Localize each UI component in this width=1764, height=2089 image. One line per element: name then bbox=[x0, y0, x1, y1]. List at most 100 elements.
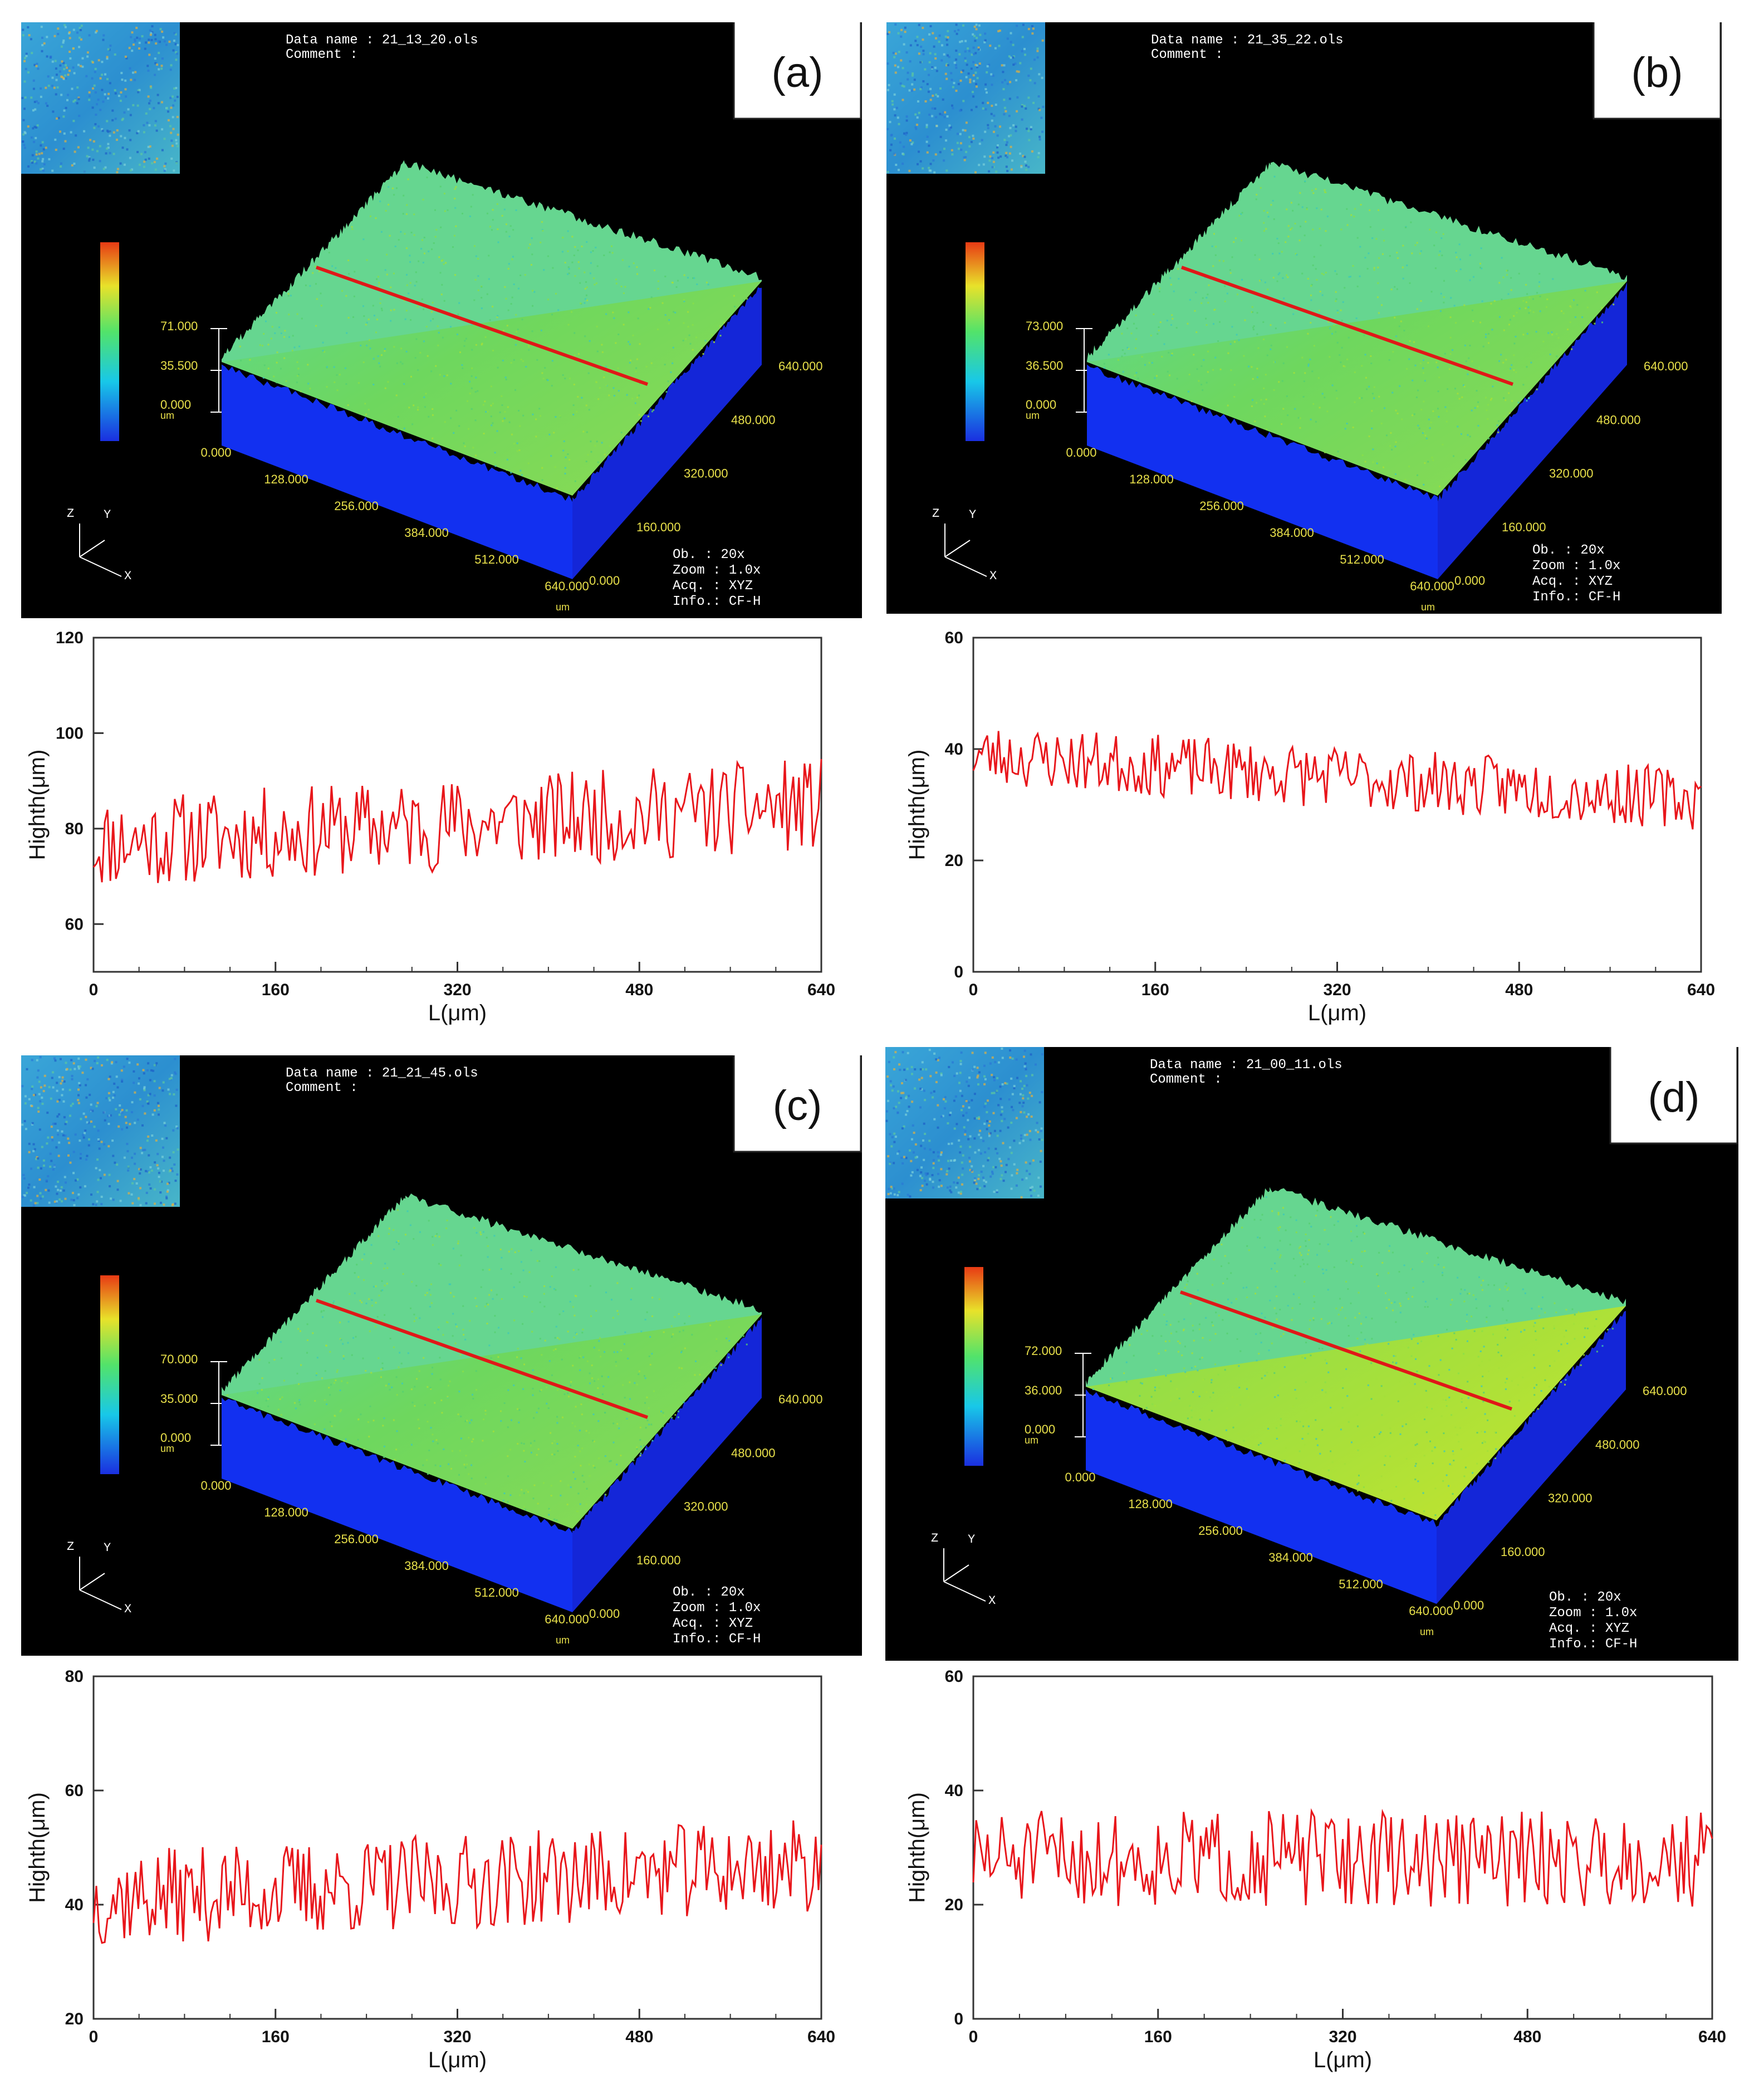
surface-speckle bbox=[1424, 1418, 1425, 1420]
surface-speckle bbox=[386, 1283, 388, 1285]
thumbnail-speckle bbox=[999, 1129, 1002, 1132]
surface-speckle bbox=[508, 421, 511, 423]
surface-speckle bbox=[1150, 1396, 1153, 1398]
thumbnail-speckle bbox=[1023, 48, 1026, 50]
x-tick-label: 640.000 bbox=[545, 579, 589, 593]
surface-speckle bbox=[1315, 1215, 1317, 1217]
surface-speckle bbox=[1368, 436, 1370, 437]
surface-speckle bbox=[365, 324, 367, 326]
surface-speckle bbox=[618, 334, 620, 335]
x-tick-label: 384.000 bbox=[1270, 526, 1314, 540]
thumbnail-speckle bbox=[40, 1167, 42, 1170]
y-tick-label: 160.000 bbox=[636, 520, 681, 534]
surface-speckle bbox=[1135, 371, 1138, 374]
surface-speckle bbox=[1446, 1329, 1448, 1331]
surface-speckle bbox=[1517, 402, 1520, 404]
surface-speckle bbox=[1202, 297, 1204, 299]
surface-speckle bbox=[363, 1448, 365, 1450]
surface-speckle bbox=[443, 263, 445, 265]
surface-speckle bbox=[1484, 336, 1487, 338]
thumbnail-speckle bbox=[997, 1104, 1000, 1107]
thumbnail-speckle bbox=[888, 84, 890, 86]
thumbnail-speckle bbox=[1011, 1057, 1014, 1060]
surface-speckle bbox=[549, 1509, 551, 1511]
thumbnail-speckle bbox=[948, 56, 950, 58]
thumbnail-speckle bbox=[106, 56, 109, 58]
surface-speckle bbox=[473, 1227, 476, 1229]
surface-speckle bbox=[603, 376, 605, 379]
thumbnail-speckle bbox=[1001, 1110, 1003, 1113]
surface-speckle bbox=[1547, 332, 1550, 334]
surface-speckle bbox=[1461, 396, 1463, 398]
surface-speckle bbox=[391, 187, 394, 189]
colorbar bbox=[966, 242, 984, 441]
surface-speckle bbox=[1505, 1283, 1507, 1284]
surface-speckle bbox=[1417, 424, 1419, 427]
profile-series-line bbox=[92, 1820, 822, 1944]
surface-speckle bbox=[1364, 1343, 1366, 1345]
surface-speckle bbox=[406, 1210, 409, 1212]
surface-speckle bbox=[675, 286, 678, 288]
surface-speckle bbox=[1360, 1323, 1362, 1325]
thumbnail-speckle bbox=[138, 1197, 140, 1200]
surface-speckle bbox=[453, 432, 455, 434]
surface-speckle bbox=[1430, 422, 1432, 424]
thumbnail-speckle bbox=[139, 1172, 141, 1175]
surface-speckle bbox=[594, 1466, 596, 1469]
surface-speckle bbox=[1224, 285, 1226, 287]
thumbnail-speckle bbox=[1010, 1187, 1013, 1190]
surface-speckle bbox=[438, 256, 440, 258]
surface-speckle bbox=[1256, 333, 1258, 335]
surface-speckle bbox=[1384, 1395, 1386, 1397]
thumbnail-speckle bbox=[67, 1137, 70, 1140]
surface-speckle bbox=[1456, 1385, 1458, 1387]
surface-speckle bbox=[1137, 377, 1139, 379]
thumbnail-speckle bbox=[80, 65, 82, 67]
surface-speckle bbox=[322, 341, 324, 344]
surface-speckle bbox=[1506, 1289, 1508, 1291]
thumbnail-speckle bbox=[92, 140, 95, 143]
surface-speckle bbox=[1307, 332, 1309, 335]
thumbnail-speckle bbox=[983, 1179, 986, 1182]
surface-speckle bbox=[380, 1376, 382, 1378]
surface-speckle bbox=[1239, 1350, 1242, 1352]
surface-speckle bbox=[1275, 1427, 1277, 1429]
surface-speckle bbox=[525, 1509, 527, 1511]
surface-speckle bbox=[356, 1264, 358, 1266]
surface-speckle bbox=[1491, 329, 1493, 331]
thumbnail-speckle bbox=[1007, 1158, 1010, 1161]
surface-speckle bbox=[653, 270, 655, 271]
thumbnail-speckle bbox=[172, 1151, 175, 1153]
surface-speckle bbox=[637, 317, 639, 320]
thumbnail-speckle bbox=[43, 42, 46, 45]
thumbnail-speckle bbox=[1015, 1058, 1018, 1061]
thumbnail-speckle bbox=[944, 72, 947, 75]
surface-speckle bbox=[396, 1209, 399, 1211]
thumbnail-speckle bbox=[963, 156, 966, 159]
surface-speckle bbox=[1211, 1381, 1213, 1383]
surface-speckle bbox=[1126, 327, 1129, 330]
surface-speckle bbox=[1125, 1381, 1128, 1383]
thumbnail-speckle bbox=[162, 1146, 164, 1149]
thumbnail-speckle bbox=[992, 1112, 995, 1114]
surface-speckle bbox=[1297, 203, 1300, 206]
surface-speckle bbox=[1264, 1374, 1266, 1377]
surface-speckle bbox=[1206, 381, 1208, 384]
surface-speckle bbox=[1252, 399, 1253, 401]
surface-speckle bbox=[612, 1317, 614, 1319]
thumbnail-speckle bbox=[944, 1096, 947, 1099]
surface-speckle bbox=[1361, 365, 1363, 367]
thumbnail-speckle bbox=[174, 43, 177, 46]
surface-speckle bbox=[1508, 392, 1510, 394]
thumbnail-speckle bbox=[38, 1178, 41, 1181]
surface-speckle bbox=[429, 1305, 431, 1308]
surface-speckle bbox=[405, 247, 408, 249]
thumbnail-speckle bbox=[116, 1163, 119, 1166]
surface-speckle bbox=[423, 237, 425, 238]
thumbnail-speckle bbox=[33, 1148, 36, 1151]
thumbnail-speckle bbox=[903, 85, 905, 88]
surface-speckle bbox=[366, 259, 368, 261]
surface-speckle bbox=[1488, 1370, 1489, 1372]
surface-speckle bbox=[1278, 1451, 1280, 1453]
